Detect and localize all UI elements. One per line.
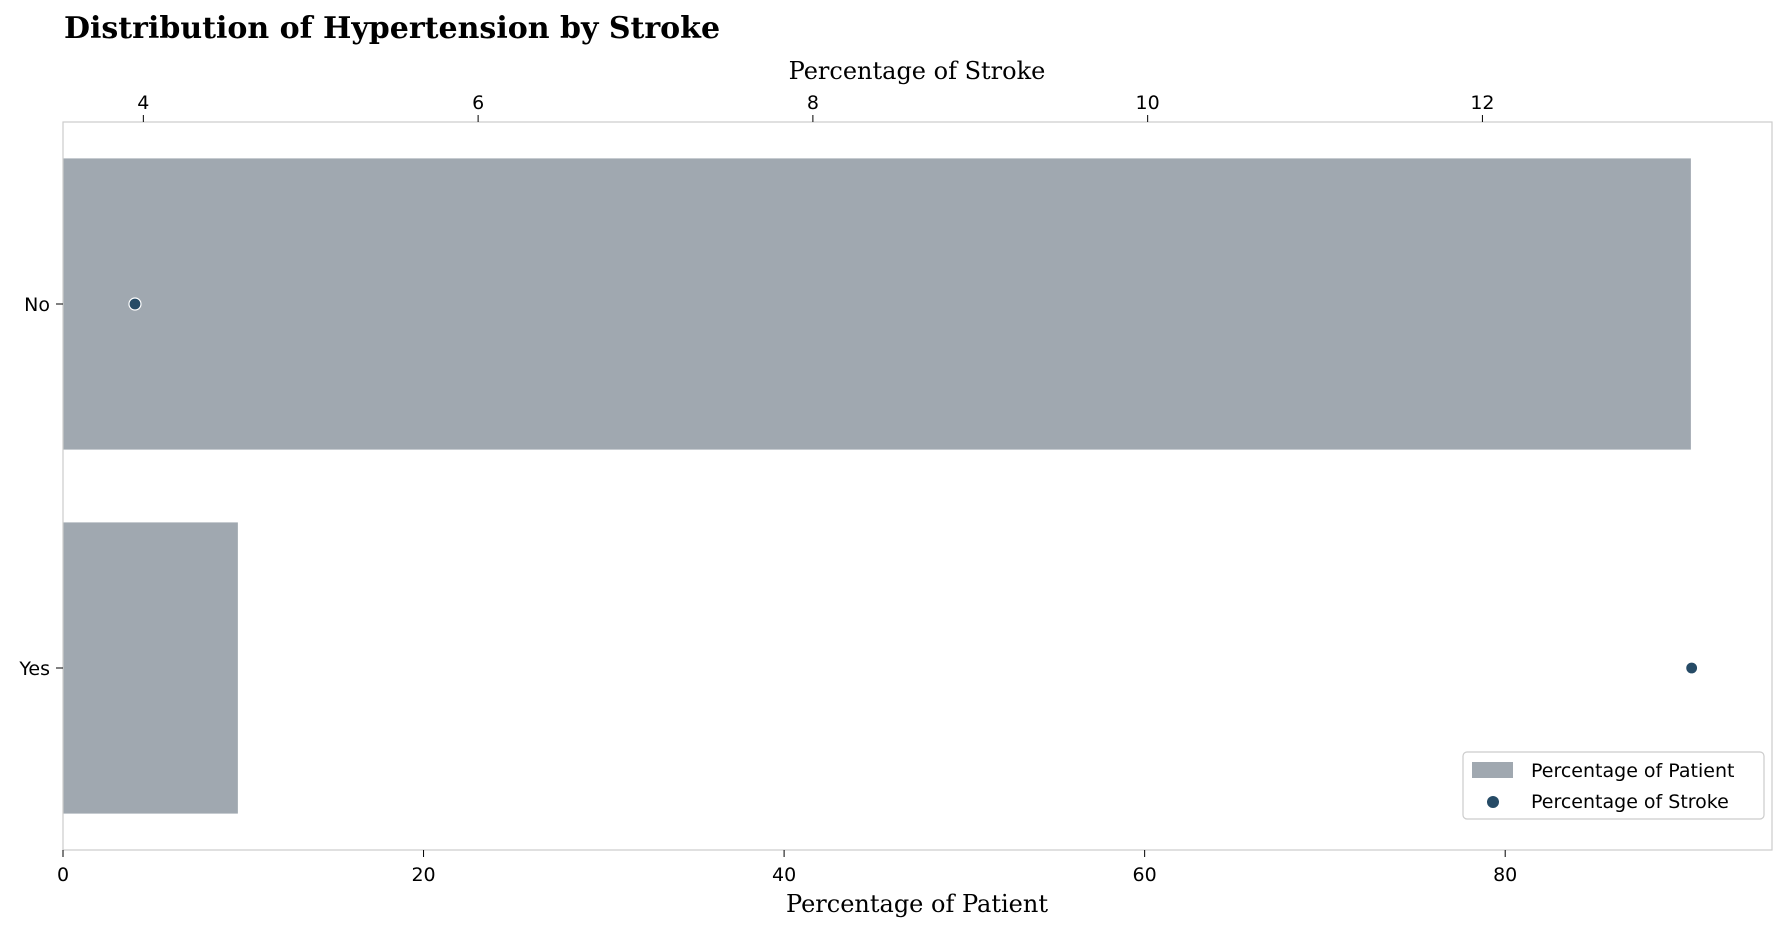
top-tick-label: 12 [1470,92,1494,114]
stroke-point-yes [1685,661,1699,675]
plot-frame [62,121,1773,851]
bar-yes [63,522,238,814]
top-tick-label: 10 [1136,92,1160,114]
top-tick-label: 4 [137,92,149,114]
category-label-yes: Yes [18,658,50,680]
chart-title: Distribution of Hypertension by Stroke [64,11,720,46]
top-tick-label: 6 [472,92,484,114]
legend-label-patient: Percentage of Patient [1531,760,1734,782]
legend-box [1462,751,1765,820]
stroke-point-no [128,297,142,311]
legend: Percentage of Patient Percentage of Stro… [1462,751,1765,820]
top-tick-label: 8 [807,92,819,114]
legend-swatch-patient [1472,762,1513,778]
bottom-axis-label: Percentage of Patient [786,890,1048,918]
plot-area: 0 20 40 60 80 4 6 8 10 12 No Yes [18,92,1773,886]
legend-swatch-stroke [1487,796,1499,808]
category-label-no: No [24,294,50,316]
bottom-tick-label: 60 [1133,864,1157,886]
top-axis-label: Percentage of Stroke [789,57,1046,85]
bottom-tick-label: 20 [411,864,435,886]
bar-no [63,158,1691,450]
bottom-tick-label: 0 [57,864,69,886]
legend-label-stroke: Percentage of Stroke [1531,791,1729,813]
bottom-tick-label: 80 [1493,864,1517,886]
bottom-tick-label: 40 [772,864,796,886]
